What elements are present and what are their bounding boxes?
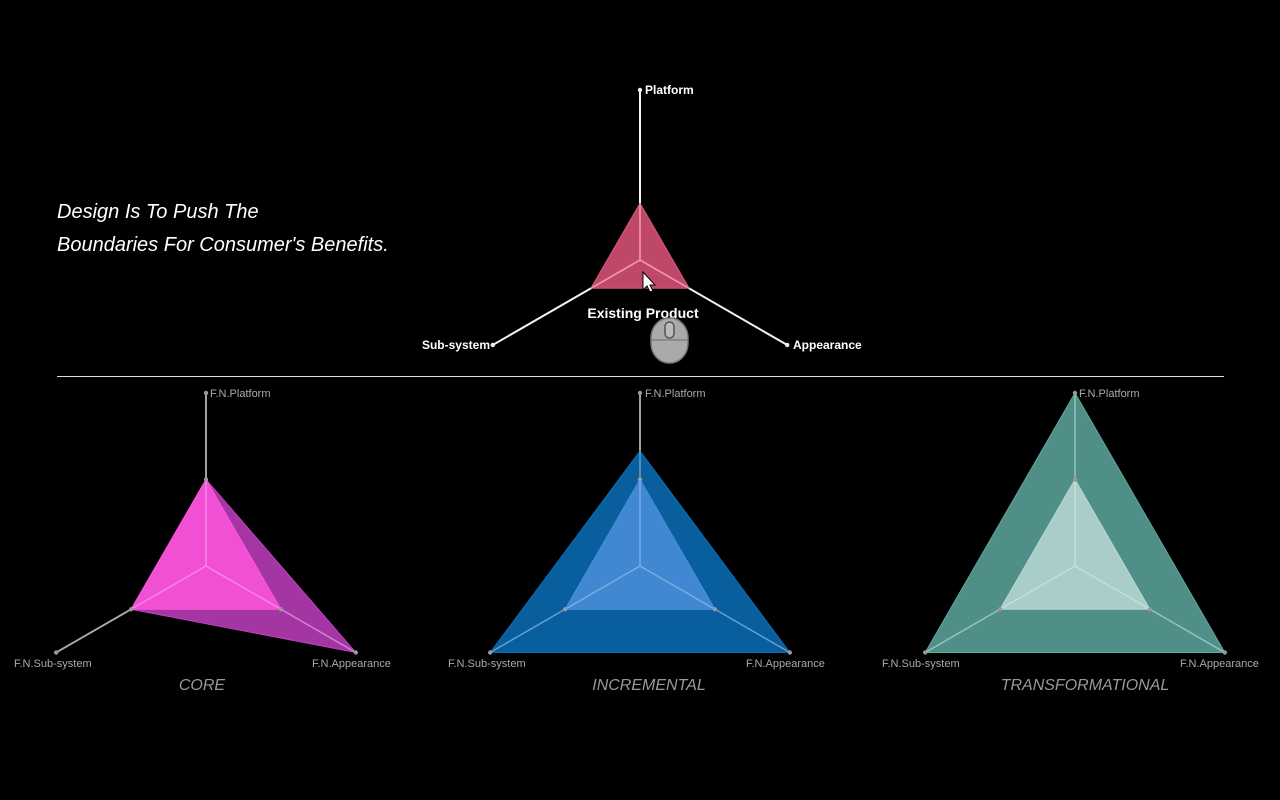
axis-tick-dot [562,607,568,612]
radar-chart-1: Platform Sub-system Appearance Existing Pro… [422,83,862,352]
axis-overlay-3 [639,259,788,346]
axis-tick-dot [922,650,928,655]
cursor-arrow-icon [642,270,657,293]
axis-tick-dot [1147,607,1153,612]
axis-tick-dot [637,477,643,482]
axis-label-3: F.N.Appearance [746,658,825,670]
series-area-1 [590,202,690,289]
axis-tick-dot [203,477,209,482]
radar-chart-2: F.N.Platform F.N.Sub-system F.N.Appearance… [14,388,391,694]
axis-label-3: F.N.Appearance [312,658,391,670]
axis-tick-dot [637,390,643,396]
tagline: Design Is To Push The Boundaries For Con… [57,196,389,262]
axis-tick-dot [128,607,134,612]
axis-tick-dot [53,650,59,655]
axis-label-2: F.N.Sub-system [882,658,960,670]
axis-label-2: Sub-system [422,338,490,352]
axis-tick-dot [490,342,495,348]
tagline-line-2: Boundaries For Consumer's Benefits. [57,234,389,256]
chart-title: TRANSFORMATIONAL [1001,677,1170,694]
axis-tick-dot [997,607,1003,612]
axis-tick-dot [1072,390,1078,396]
series-area-1 [999,478,1151,610]
mouse-icon [650,317,689,364]
chart-title: INCREMENTAL [592,677,706,694]
tagline-line-1: Design Is To Push The [57,201,259,223]
axis-label-1: Platform [645,83,694,97]
axis-tick-dot [203,390,209,396]
axis-label-2: F.N.Sub-system [14,658,92,670]
axis-label-1: F.N.Platform [210,388,271,400]
axis-tick-dot [1072,477,1078,482]
axis-tick-dot [637,87,643,93]
series-area-1 [130,478,282,610]
axis-label-3: F.N.Appearance [1180,658,1259,670]
axis-tick-dot [278,607,284,612]
axis-tick-dot [353,650,359,655]
axis-tick-dot [1222,650,1228,655]
chart-title: CORE [179,677,226,694]
axis-tick-dot [787,650,793,655]
chart-title: Existing Product [587,305,699,321]
axis-overlay-2 [492,259,641,346]
axis-tick-dot [487,650,493,655]
axis-tick-dot [712,607,718,612]
axis-tick-dot [785,342,790,348]
series-area-1 [564,478,716,610]
radar-chart-4: F.N.Platform F.N.Sub-system F.N.Appearance… [882,388,1259,694]
axis-label-1: F.N.Platform [1079,388,1140,400]
axis-label-1: F.N.Platform [645,388,706,400]
radar-chart-3: F.N.Platform F.N.Sub-system F.N.Appearance… [448,388,825,694]
axis-label-3: Appearance [793,338,862,352]
axis-label-2: F.N.Sub-system [448,658,526,670]
